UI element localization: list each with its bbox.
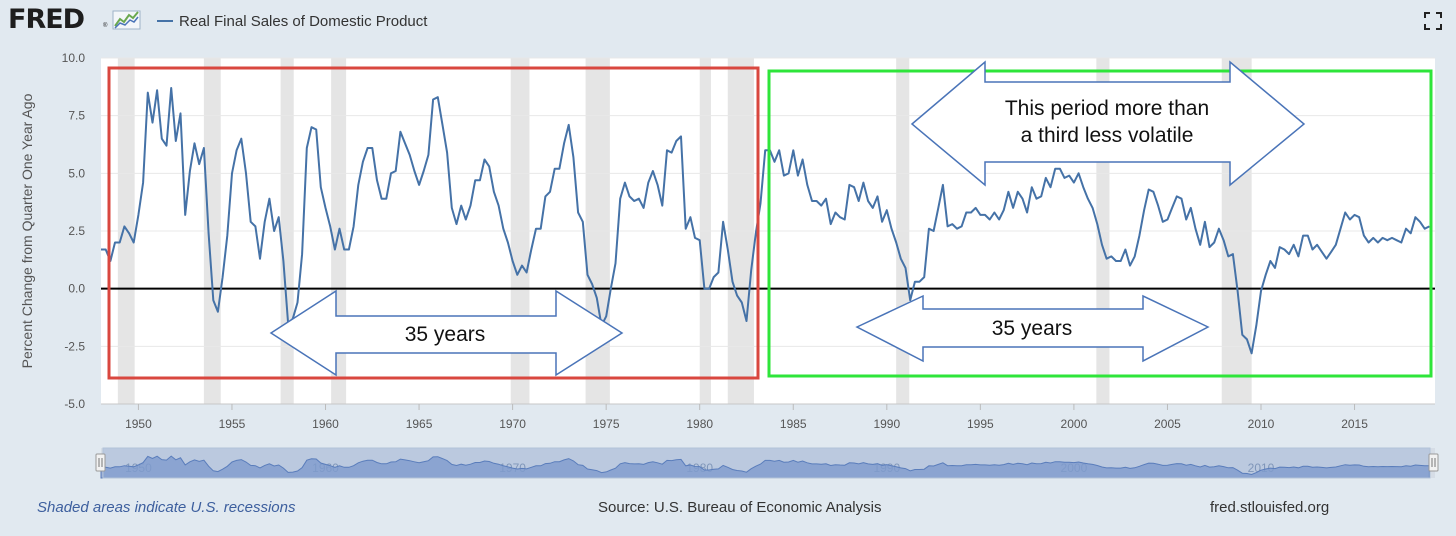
fred-logo[interactable]: FRED <box>8 4 85 35</box>
x-tick-label: 2015 <box>1341 417 1368 431</box>
y-axis-label: Percent Change from Quarter One Year Ago <box>19 93 35 368</box>
x-tick-label: 2000 <box>1061 417 1088 431</box>
x-tick-label: 1955 <box>219 417 246 431</box>
annotation-texts: This period more than a third less volat… <box>405 97 1209 346</box>
volatility-double-arrow <box>910 60 1306 187</box>
navigator-right-handle[interactable] <box>1428 453 1439 472</box>
navigator-area <box>100 455 1430 479</box>
x-tick-label: 1975 <box>593 417 620 431</box>
x-tick-label: 2010 <box>1248 417 1275 431</box>
y-tick-label: 2.5 <box>68 224 85 238</box>
site-link[interactable]: fred.stlouisfed.org <box>1210 499 1330 516</box>
span-right-label: 35 years <box>992 317 1073 340</box>
y-tick-label: 10.0 <box>62 51 86 65</box>
fullscreen-icon[interactable] <box>1424 12 1442 30</box>
header: FRED ® Real Final Sales of Domestic Prod… <box>0 0 1456 46</box>
x-tick-label: 1950 <box>125 417 152 431</box>
legend-label: Real Final Sales of Domestic Product <box>179 13 428 30</box>
source-text: Source: U.S. Bureau of Economic Analysis <box>598 499 882 516</box>
y-axis-ticks: -5.0 -2.5 0.0 2.5 5.0 7.5 10.0 <box>62 51 86 411</box>
navigator-left-handle[interactable] <box>95 453 106 472</box>
x-tick-label: 1960 <box>312 417 339 431</box>
series-line <box>101 87 1430 355</box>
x-tick-label: 1965 <box>406 417 433 431</box>
y-tick-label: -5.0 <box>64 397 85 411</box>
navigator-selection[interactable] <box>102 447 1431 479</box>
x-tick-label: 1980 <box>686 417 713 431</box>
green-period-box <box>767 69 1433 378</box>
right-35-years-arrow <box>855 294 1210 363</box>
left-35-years-arrow <box>269 289 624 377</box>
y-tick-label: 0.0 <box>68 282 85 296</box>
y-tick-label: 7.5 <box>68 109 85 123</box>
x-tick-label: 1985 <box>780 417 807 431</box>
period-note-line1: This period more than <box>1005 97 1209 120</box>
fred-chart-icon <box>112 10 141 30</box>
red-period-box <box>107 66 760 380</box>
range-navigator[interactable]: 1950196019701980199020002010 <box>95 447 1439 479</box>
period-boxes <box>107 66 1433 380</box>
x-tick-label: 1990 <box>873 417 900 431</box>
period-note-line2: a third less volatile <box>1021 124 1194 147</box>
fred-registered-mark: ® <box>103 23 108 29</box>
y-tick-label: 5.0 <box>68 166 85 180</box>
series-layer <box>101 87 1430 355</box>
legend-line-swatch <box>157 20 173 22</box>
x-tick-label: 1995 <box>967 417 994 431</box>
recession-note[interactable]: Shaded areas indicate U.S. recessions <box>37 499 296 516</box>
span-left-label: 35 years <box>405 323 486 346</box>
x-tick-label: 2005 <box>1154 417 1181 431</box>
x-tick-label: 1970 <box>499 417 526 431</box>
x-axis-ticks: 1950 1955 1960 1965 1970 1975 1980 1985 1990 1995… <box>125 404 1368 431</box>
annotation-arrows <box>269 60 1306 377</box>
y-tick-label: -2.5 <box>64 339 85 353</box>
